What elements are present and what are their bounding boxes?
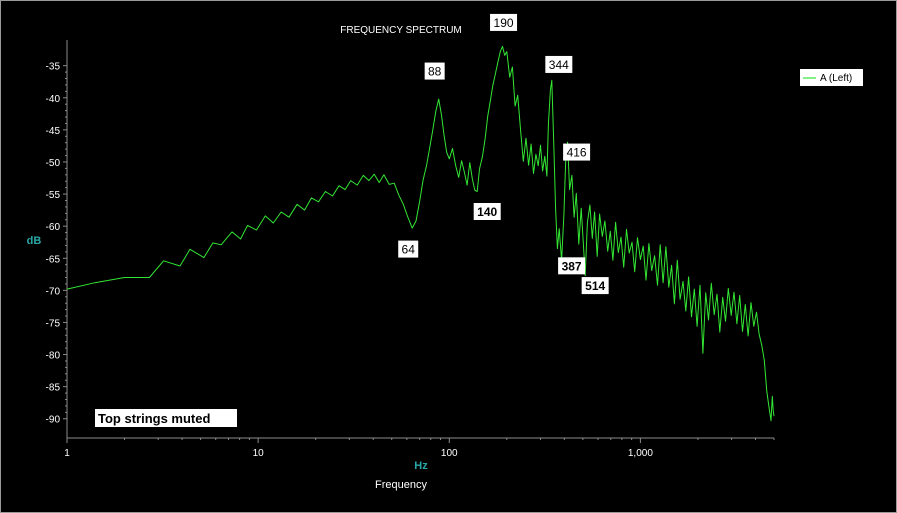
peak-annotation: 190: [490, 13, 518, 31]
note-background: [95, 409, 237, 427]
y-axis-label: dB: [27, 235, 42, 247]
annotation-box: [558, 257, 586, 275]
peak-annotation: 416: [563, 143, 591, 161]
annotation-label: 416: [567, 146, 587, 160]
x-tick-label: 1,000: [628, 448, 653, 459]
annotation-label: 344: [549, 58, 569, 72]
annotation-label: 514: [585, 279, 605, 293]
y-tick-label: -70: [46, 286, 61, 297]
x-tick-label: 100: [441, 448, 458, 459]
peak-annotation: 344: [545, 55, 573, 73]
legend-entry: A (Left): [820, 73, 852, 84]
annotation-box: [490, 13, 518, 31]
annotation-box: [545, 55, 573, 73]
x-axis-label: Hz: [414, 460, 428, 472]
note-text: Top strings muted: [98, 411, 210, 426]
annotation-label: 190: [494, 16, 514, 30]
y-tick-label: -80: [46, 351, 61, 362]
y-tick-label: -90: [46, 415, 61, 426]
legend-box: [800, 69, 863, 86]
y-tick-label: -40: [46, 94, 61, 105]
annotation-box: [563, 143, 591, 161]
annotation-label: 140: [477, 205, 497, 219]
y-tick-label: -35: [46, 62, 61, 73]
annotation-label: 88: [428, 65, 442, 79]
y-tick-label: -45: [46, 126, 61, 137]
series-group: [66, 45, 775, 422]
annotation-label: 64: [402, 243, 416, 257]
y-tick-label: -60: [46, 222, 61, 233]
annotation-box: [581, 277, 609, 295]
x-axis: 1 10 100 1,000: [64, 437, 775, 459]
peak-annotation: 64: [398, 240, 419, 258]
peak-annotation: 140: [473, 202, 501, 220]
note-box: Top strings muted: [95, 409, 237, 427]
chart-title: FREQUENCY SPECTRUM: [340, 25, 462, 36]
y-tick-label: -55: [46, 190, 61, 201]
annotation-box: [424, 62, 445, 80]
legend[interactable]: A (Left): [800, 69, 863, 86]
annotation-box: [398, 240, 419, 258]
peak-annotation: 514: [581, 277, 609, 295]
series-line: [66, 45, 775, 422]
x-tick-label: 10: [253, 448, 265, 459]
x-tick-label: 1: [64, 448, 70, 459]
y-tick-label: -50: [46, 158, 61, 169]
annotation-box: [473, 202, 501, 220]
y-tick-label: -75: [46, 318, 61, 329]
y-tick-label: -85: [46, 383, 61, 394]
peak-annotation: 88: [424, 62, 445, 80]
y-axis: -35 -40 -45 -50 -55 -60 -65 -70 -75 -80 -85 -90: [46, 40, 68, 438]
annotation-label: 387: [562, 259, 582, 273]
x-axis-sublabel: Frequency: [375, 479, 427, 491]
y-tick-label: -65: [46, 254, 61, 265]
peak-annotation: 387: [558, 257, 586, 275]
